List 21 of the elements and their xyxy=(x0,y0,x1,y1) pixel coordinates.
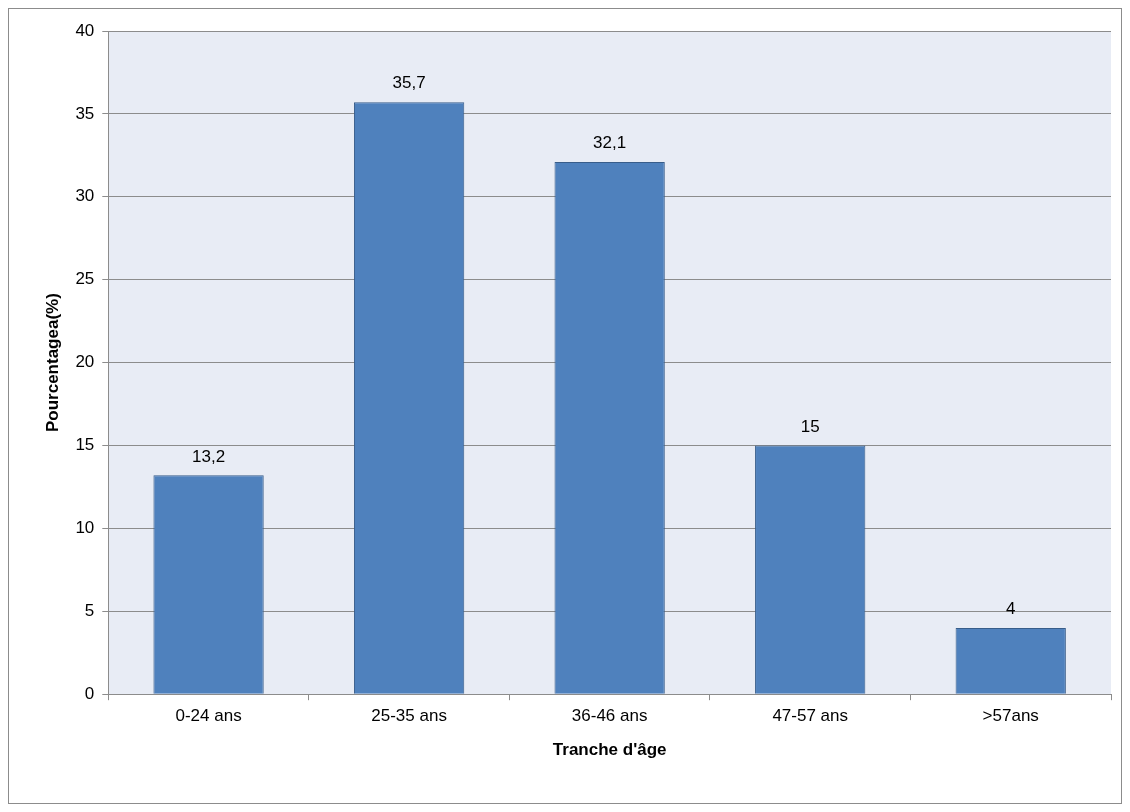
y-tick-label: 15 xyxy=(75,435,95,455)
y-tick-label: 35 xyxy=(75,103,95,123)
x-tick-label: 47-57 ans xyxy=(772,706,849,726)
y-tick-label: 20 xyxy=(75,352,95,372)
data-label: 4 xyxy=(1006,599,1016,619)
y-tick-label: 30 xyxy=(75,186,95,206)
x-axis-title: Tranche d'âge xyxy=(552,740,667,760)
y-tick-label: 10 xyxy=(75,518,95,538)
x-tick-label: 25-35 ans xyxy=(371,706,447,726)
x-tick-label: 36-46 ans xyxy=(571,706,648,726)
y-tick-label: 5 xyxy=(84,600,95,620)
data-label: 32,1 xyxy=(593,133,627,153)
y-tick-label: 0 xyxy=(84,683,95,703)
data-label: 15 xyxy=(800,416,820,436)
x-tick-label: 0-24 ans xyxy=(175,706,242,726)
y-tick-label: 25 xyxy=(75,269,95,289)
y-axis-title: Pourcentagea(%) xyxy=(42,293,62,433)
x-tick-label: >57ans xyxy=(982,706,1039,726)
data-label: 13,2 xyxy=(192,446,226,466)
y-tick-label: 40 xyxy=(75,20,95,40)
data-label: 35,7 xyxy=(392,73,426,93)
